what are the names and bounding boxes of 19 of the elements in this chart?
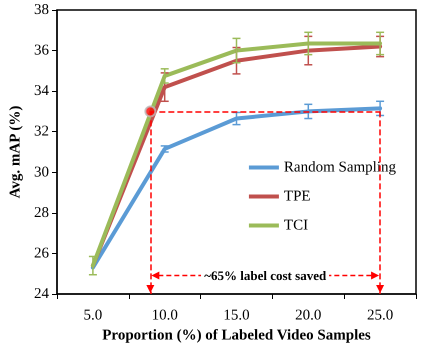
x-tick-label: 25.0 [366, 308, 394, 324]
x-tick-label: 10.0 [152, 308, 178, 324]
legend-label: TPE [284, 188, 311, 204]
legend-label: TCI [284, 218, 308, 234]
y-tick-label: 38 [34, 2, 49, 18]
y-tick-label: 26 [34, 245, 50, 262]
annotation: ~65% label cost saved [201, 268, 330, 284]
y-axis-title: Avg. mAP (%) [8, 106, 24, 198]
y-tick-label: 34 [34, 83, 50, 100]
y-tick-label: 28 [34, 204, 49, 221]
y-tick-label: 24 [34, 286, 50, 302]
x-tick-label: 15.0 [223, 308, 250, 324]
y-tick-label: 30 [34, 164, 49, 180]
x-tick-label: 20.0 [295, 308, 322, 324]
legend-label: Random Sampling [284, 160, 396, 176]
y-tick-label: 32 [34, 124, 49, 140]
y-tick-label: 36 [34, 42, 50, 59]
x-axis-title: Proportion (%) of Labeled Video Samples [102, 328, 371, 344]
x-tick-label: 5.0 [84, 308, 102, 324]
